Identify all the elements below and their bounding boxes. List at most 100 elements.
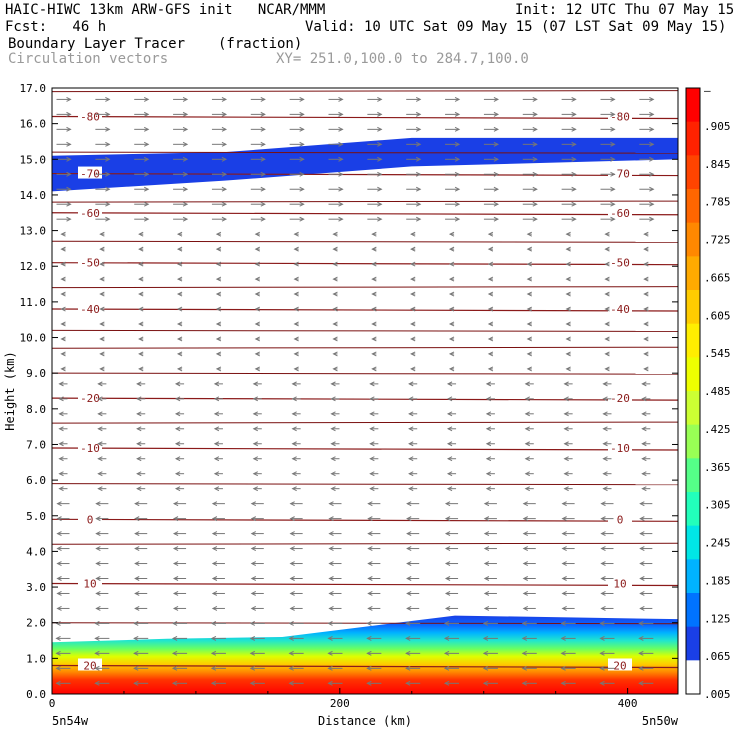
vector-head [410, 306, 416, 312]
vector-head [249, 620, 256, 626]
vector-head [136, 441, 142, 447]
vector-head [485, 456, 492, 462]
vector-head [649, 111, 655, 117]
vector-head [638, 665, 644, 671]
vector-head [371, 366, 377, 372]
vector-head [136, 456, 142, 462]
vector-head [56, 605, 62, 611]
vector-head [444, 591, 451, 596]
vector-head [288, 620, 294, 626]
vector-head [260, 96, 266, 102]
vector-head [487, 231, 494, 237]
vector-head [143, 141, 150, 147]
vector-head [58, 426, 64, 432]
y-tick-label: 4.0 [26, 545, 46, 558]
vector-head [522, 516, 528, 522]
vector-head [221, 96, 228, 102]
vector-head [604, 276, 610, 282]
vector-head [327, 665, 333, 671]
upper-tracer-band [52, 137, 678, 192]
colorbar-swatch [686, 357, 700, 392]
vector-head [55, 680, 61, 686]
isotherm-label-bg [78, 302, 102, 315]
vector-head [443, 680, 450, 686]
vector-head [406, 561, 412, 566]
vector-head [571, 96, 577, 102]
vector-head [172, 546, 179, 552]
vector-head [252, 426, 259, 432]
vector-head [288, 635, 294, 641]
vector-head [604, 336, 610, 342]
x-tick-label: 0 [49, 697, 56, 710]
vector-head [410, 246, 416, 252]
y-tick-label: 9.0 [26, 367, 46, 380]
vector-head [215, 231, 222, 237]
vector-head [561, 531, 567, 537]
colorbar-label: .485 [704, 385, 731, 398]
vector-head [599, 620, 605, 626]
plot-frame [51, 87, 679, 695]
vector-head [213, 456, 220, 462]
vector-head [182, 141, 189, 147]
vector-head [171, 650, 178, 656]
vector-head [211, 576, 218, 581]
vector-head [211, 546, 218, 552]
vector-head [377, 126, 383, 132]
vector-head [66, 96, 72, 102]
vector-head [138, 261, 144, 267]
vector-head [371, 351, 377, 357]
vector-head [338, 171, 344, 177]
vector-head [483, 591, 490, 596]
colorbar-swatch [686, 222, 700, 257]
vector-head [171, 620, 178, 626]
vector-head [254, 336, 261, 342]
vector-head [288, 680, 294, 686]
vector-head [377, 111, 383, 117]
vector-head [99, 336, 105, 342]
vector-head [493, 201, 500, 207]
vector-head [639, 516, 645, 522]
vector-head [250, 591, 257, 596]
vector-head [293, 366, 299, 372]
vector-head [563, 381, 569, 387]
isotherm-label-bg [78, 441, 102, 454]
vector-head [493, 111, 500, 117]
y-tick-label: 15.0 [20, 153, 47, 166]
vector-head [221, 171, 228, 177]
vector-head [532, 171, 538, 177]
vector-head [483, 576, 490, 581]
vector-head [299, 156, 305, 162]
colorbar-label: .365 [704, 461, 731, 474]
isotherm-label: -20 [610, 392, 630, 405]
vector-head [532, 156, 538, 162]
vector-head [293, 291, 299, 297]
vector-head [602, 486, 608, 492]
isotherm-label: -20 [80, 392, 100, 405]
vector-head [293, 336, 299, 342]
colorbar-swatch [686, 525, 700, 560]
colorbar-swatch [686, 559, 700, 594]
isotherm-label: 0 [617, 513, 624, 526]
vector-head [454, 141, 461, 147]
vector-head [215, 321, 222, 327]
vector-head [252, 486, 259, 492]
vector-head [289, 501, 295, 507]
colorbar-label: .605 [704, 309, 731, 322]
vector-head [410, 276, 416, 282]
vector-head [97, 396, 103, 402]
vector-head [293, 276, 299, 282]
vector-head [138, 321, 144, 327]
vector-head [446, 441, 453, 447]
vector-head [250, 546, 257, 552]
vector-head [94, 635, 100, 641]
vector-head [571, 201, 577, 207]
vector-head [143, 201, 150, 207]
vector-head [524, 396, 530, 402]
vector-head [524, 411, 530, 417]
vector-head [105, 126, 111, 132]
vector-head [493, 141, 500, 147]
vector-head [482, 635, 489, 641]
vector-head [487, 261, 494, 267]
isotherm-label: -70 [80, 168, 100, 181]
vector-head [338, 111, 344, 117]
